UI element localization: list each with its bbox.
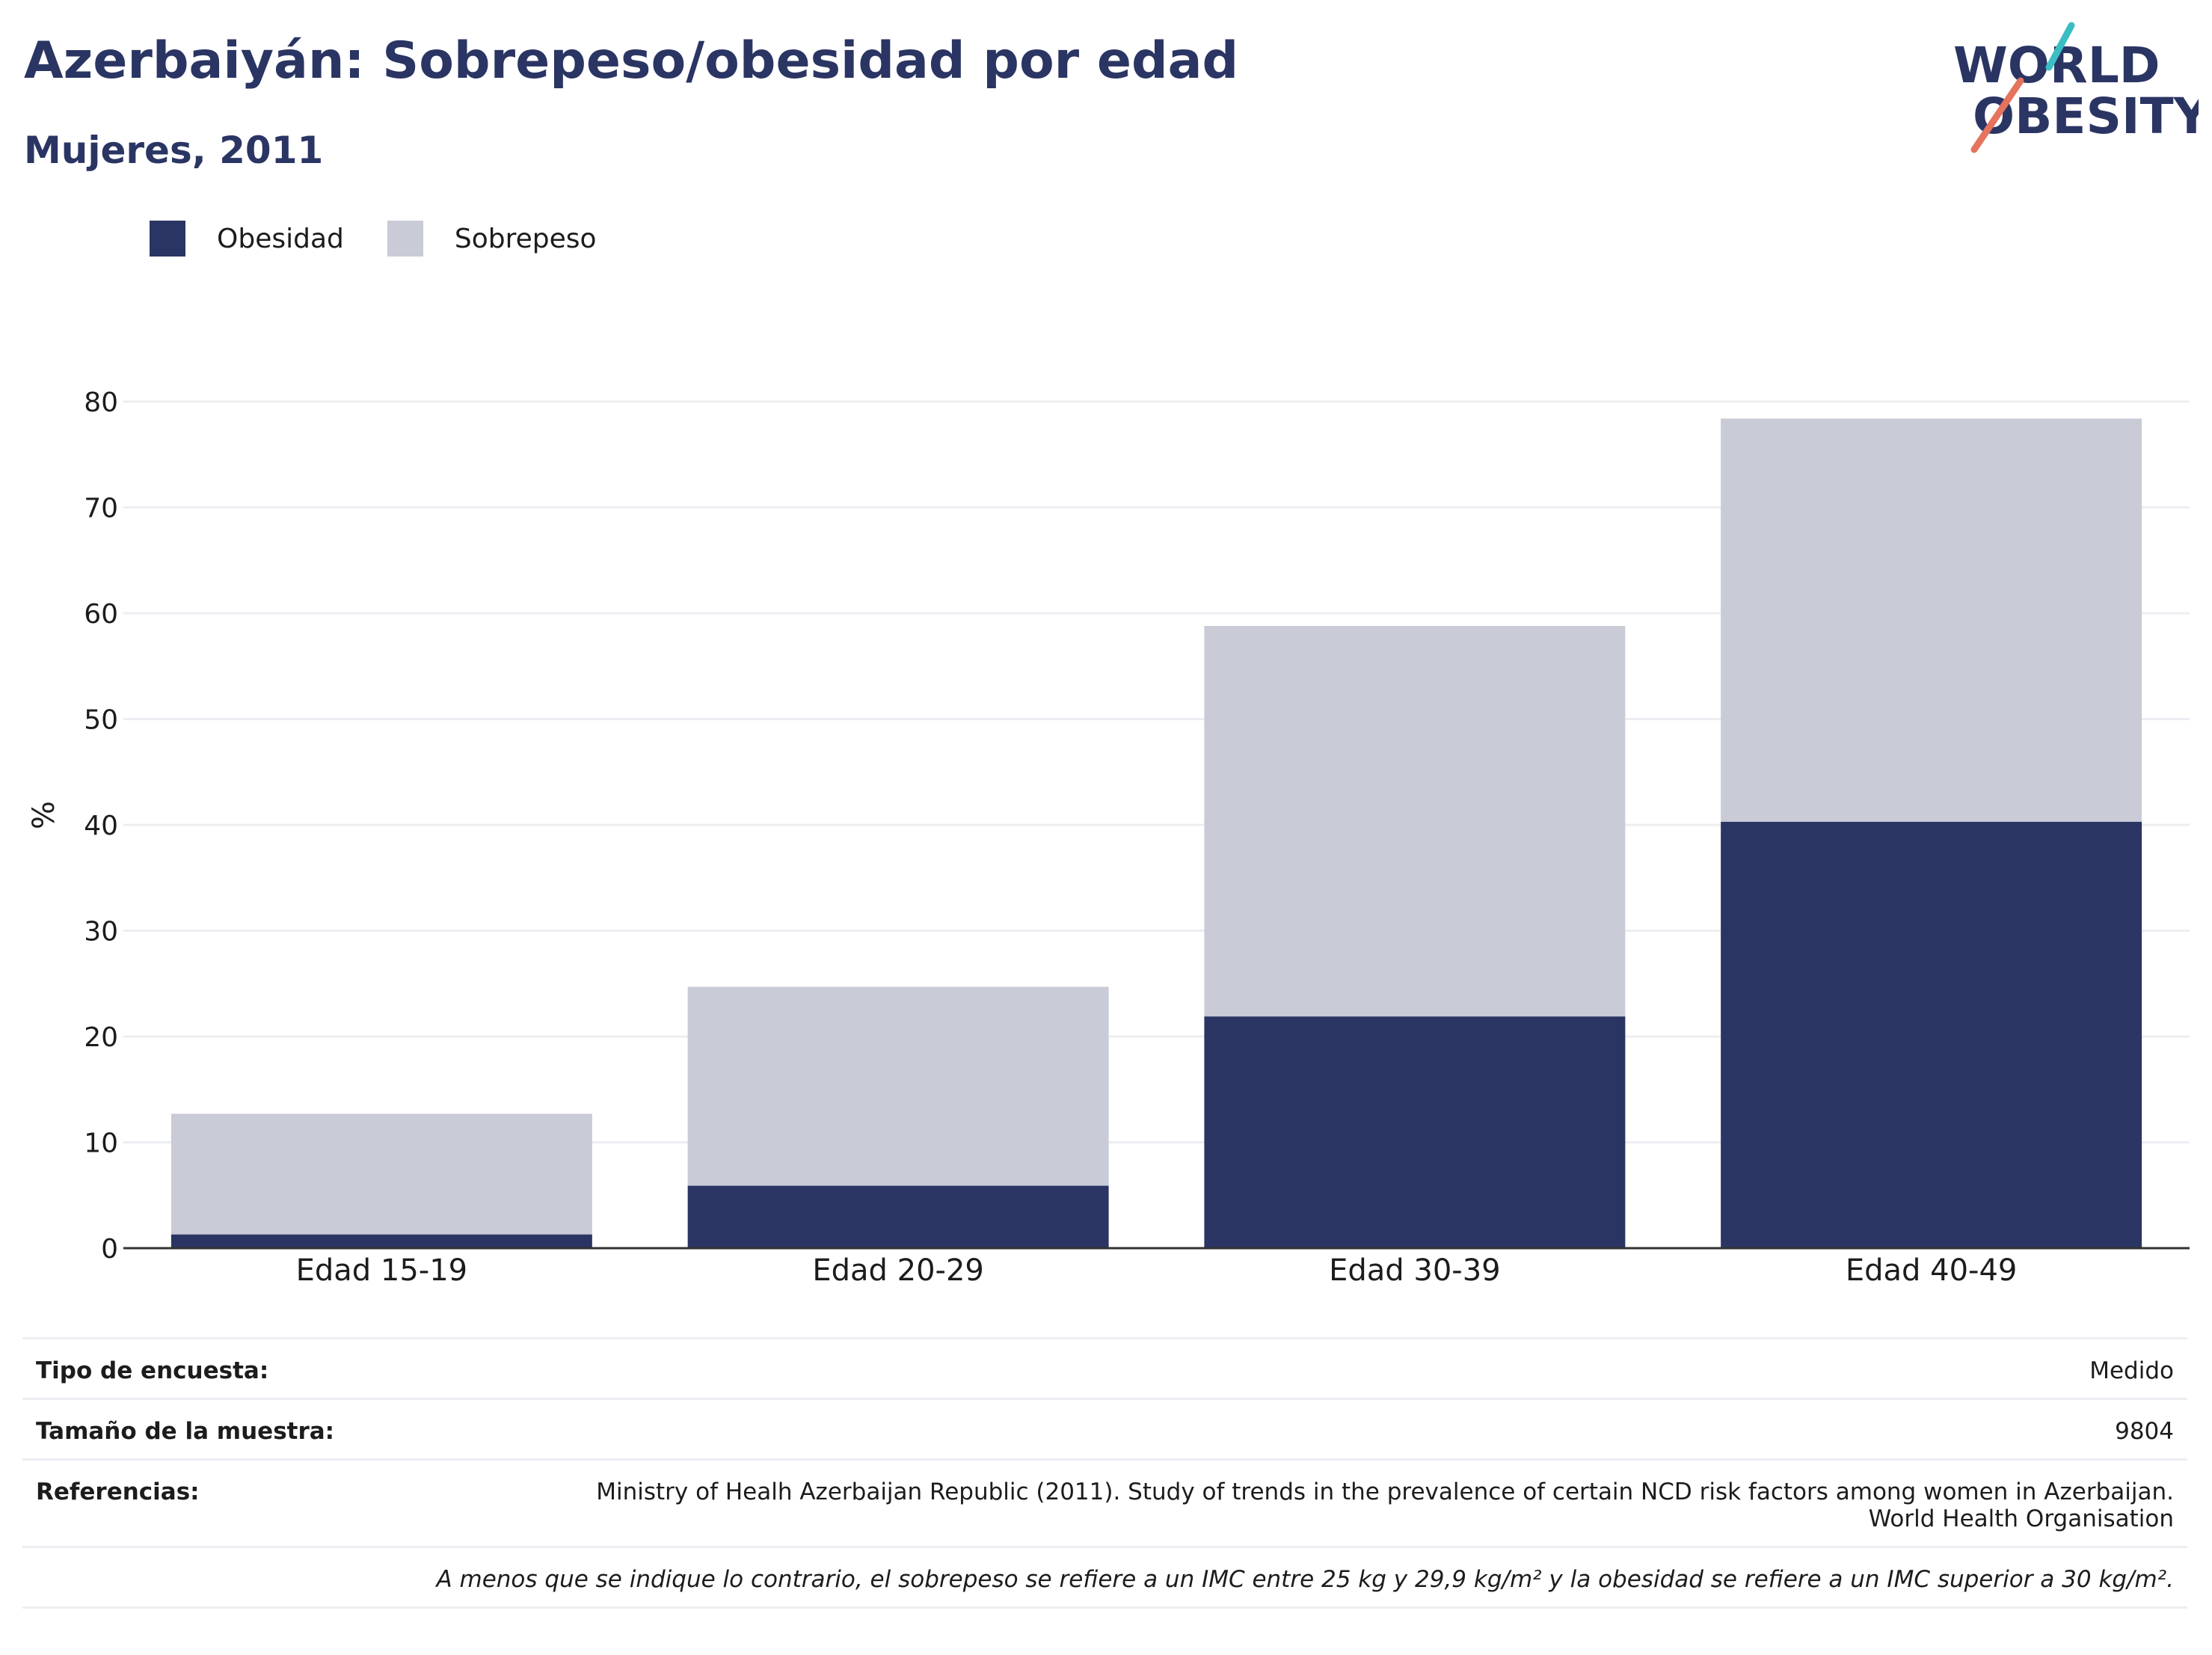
sample-size-value: 9804: [2115, 1418, 2174, 1445]
bar-obesidad-4[interactable]: [1721, 821, 2142, 1248]
legend-label-sobrepeso: Sobrepeso: [454, 223, 597, 254]
references-line-1: Ministry of Healh Azerbaijan Republic (2…: [596, 1479, 2174, 1505]
info-table: Tipo de encuesta: Medido Tamaño de la mu…: [22, 1337, 2187, 1609]
legend-item-sobrepeso[interactable]: Sobrepeso: [387, 221, 597, 257]
x-tick-label: Edad 15-19: [296, 1253, 468, 1288]
y-tick-label: 30: [84, 917, 118, 948]
logo-slash-teal: [2045, 22, 2075, 71]
y-tick-label: 10: [84, 1129, 118, 1159]
legend-item-obesidad[interactable]: Obesidad: [150, 221, 344, 257]
y-tick-label: 60: [84, 599, 118, 630]
y-tick-label: 70: [84, 494, 118, 524]
info-row-references: Referencias: Ministry of Healh Azerbaija…: [22, 1458, 2187, 1546]
bar-obesidad-3[interactable]: [1204, 1016, 1626, 1248]
info-row-survey-type: Tipo de encuesta: Medido: [22, 1337, 2187, 1398]
sample-size-label: Tamaño de la muestra:: [36, 1418, 335, 1445]
axis-layer: 0 10 20 30 40 50 60 70 80 Edad 15-19 Edad 20-29 Eda…: [84, 387, 2190, 1288]
y-tick-label: 80: [84, 387, 118, 418]
chart-subtitle: Mujeres, 2011: [24, 129, 324, 172]
bar-sobrepeso-3[interactable]: [1204, 625, 1626, 1017]
x-tick-label: Edad 30-39: [1329, 1253, 1501, 1288]
bar-obesidad-2[interactable]: [687, 1185, 1109, 1248]
survey-type-label: Tipo de encuesta:: [36, 1357, 269, 1384]
bar-sobrepeso-4[interactable]: [1721, 418, 2142, 822]
bar-chart: 0 10 20 30 40 50 60 70 80 Edad 15-19 Edad 20-29 Eda…: [27, 387, 2190, 1288]
bar-sobrepeso-2[interactable]: [687, 986, 1109, 1186]
references-label: Referencias:: [36, 1479, 200, 1505]
y-tick-label: 50: [84, 705, 118, 736]
x-tick-label: Edad 40-49: [1846, 1253, 2018, 1288]
info-row-sample-size: Tamaño de la muestra: 9804: [22, 1398, 2187, 1458]
x-tick-label: Edad 20-29: [812, 1253, 984, 1288]
bar-sobrepeso-1[interactable]: [170, 1114, 592, 1235]
y-tick-label: 40: [84, 811, 118, 841]
bar-obesidad-1[interactable]: [170, 1234, 592, 1248]
logo-slash-coral: [1970, 77, 2024, 153]
survey-type-value: Medido: [2089, 1357, 2174, 1384]
chart-legend: Obesidad Sobrepeso: [150, 221, 640, 257]
legend-label-obesidad: Obesidad: [217, 223, 344, 254]
legend-swatch-sobrepeso: [387, 221, 423, 257]
legend-swatch-obesidad: [150, 221, 185, 257]
y-tick-label: 20: [84, 1022, 118, 1053]
chart-title: Azerbaiyán: Sobrepeso/obesidad por edad: [24, 31, 1239, 90]
bar-layer: [170, 418, 2142, 1248]
references-value: Ministry of Healh Azerbaijan Republic (2…: [596, 1479, 2174, 1532]
y-tick-label: 0: [101, 1234, 118, 1265]
references-line-2: World Health Organisation: [1868, 1505, 2174, 1532]
definition-note: A menos que se indique lo contrario, el …: [22, 1546, 2187, 1609]
world-obesity-logo: WORLD OBESITY: [1953, 22, 2199, 153]
y-axis-label: %: [27, 801, 61, 829]
